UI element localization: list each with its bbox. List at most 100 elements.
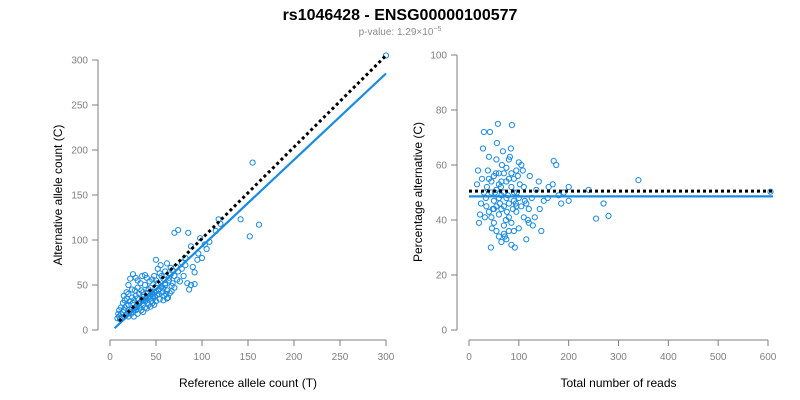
left-panel-data-point [144, 299, 151, 307]
left-panel-data-point [187, 243, 195, 250]
right-panel-data-point [505, 200, 512, 207]
left-panel-data-point [157, 262, 164, 269]
right-panel-data-point [516, 181, 523, 188]
subtitle-exponent: −5 [433, 26, 441, 33]
right-panel-data-point [513, 208, 520, 215]
right-panel-data-point [525, 205, 532, 213]
right-panel-data-point [488, 225, 495, 232]
right-panel-data-point [515, 225, 522, 232]
right-panel-data-point [477, 200, 485, 207]
right-panel-data-point [515, 159, 522, 166]
left-panel-data-point [156, 296, 163, 303]
right-panel-data-point [485, 175, 492, 182]
left-panel-data-point [123, 289, 130, 296]
left-panel-data-point [189, 263, 196, 271]
right-panel-y-tick-label: 80 [436, 106, 448, 117]
left-panel-data-point [125, 281, 132, 289]
right-panel-data-point [526, 172, 533, 180]
left-panel-data-point [191, 281, 198, 288]
right-panel-x-tick-label: 400 [660, 352, 677, 363]
chart-subtitle: p-value: 1.29×10−5 [359, 26, 442, 38]
right-panel-data-point [535, 178, 542, 185]
left-panel-data-point [149, 276, 156, 283]
left-panel-data-point [163, 260, 171, 267]
left-panel-data-point [184, 280, 191, 287]
left-panel-data-point [152, 256, 160, 263]
right-panel-data-point [479, 145, 487, 152]
left-panel-y-axis-title: Alternative allele count (C) [51, 125, 65, 266]
right-panel-data-point [503, 164, 510, 171]
left-panel-data-point [137, 280, 144, 287]
left-panel-data-point [191, 269, 198, 276]
right-panel-data-point [500, 230, 507, 237]
left-panel-x-tick-label: 150 [240, 352, 257, 363]
right-panel-data-point [593, 215, 600, 222]
right-panel-data-point [508, 219, 515, 226]
right-panel-data-point [476, 211, 484, 218]
right-panel-y-tick-label: 100 [430, 51, 447, 62]
right-panel-y-tick-label: 40 [436, 216, 448, 227]
right-panel-data-point [483, 183, 490, 191]
right-panel-data-point [484, 167, 491, 174]
right-panel-data-point [550, 157, 557, 164]
left-panel-data-point [176, 278, 183, 285]
right-panel-data-point [505, 156, 512, 163]
left-panel-data-point [151, 272, 158, 280]
left-panel-data-point [127, 275, 134, 282]
chart-title: rs1046428 - ENSG00000100577 [283, 7, 518, 24]
right-panel-data-point [495, 233, 502, 240]
right-panel-data-point [485, 208, 492, 215]
right-panel-data-point [498, 178, 505, 185]
left-panel-y-tick-label: 150 [71, 191, 88, 202]
right-panel-data-point [600, 200, 607, 207]
left-panel-data-point [140, 308, 147, 316]
left-panel-x-tick-label: 300 [378, 352, 395, 363]
left-panel-data-point [163, 295, 171, 302]
right-panel-data-point [494, 120, 501, 127]
right-panel-data-point [487, 244, 494, 251]
right-panel-data-point [481, 214, 488, 221]
left-panel-data-point [152, 298, 160, 305]
left-scatter-panel: 0 50 100 150 200 250 300 0 50 100 150 200 250 300 Refe… [51, 52, 395, 390]
right-panel-data-point [499, 148, 506, 155]
left-panel-data-point [121, 297, 128, 304]
left-panel-data-point [246, 233, 253, 240]
right-panel-data-point [490, 197, 497, 204]
subtitle-prefix: p-value: 1.29×10 [359, 27, 434, 38]
left-panel-data-point [140, 289, 147, 296]
right-panel-data-point [523, 236, 530, 243]
right-panel-data-point [490, 219, 497, 226]
right-panel-y-tick-label: 0 [441, 326, 447, 337]
right-panel-data-point [635, 177, 642, 184]
left-panel-data-point [129, 286, 136, 293]
right-panel-data-point [525, 219, 532, 226]
right-panel-data-point [508, 170, 515, 177]
left-panel-data-point [168, 282, 175, 289]
right-panel-data-point [508, 241, 515, 248]
right-panel-data-point [513, 167, 520, 174]
left-panel-data-point [171, 229, 178, 236]
right-panel-data-point [485, 153, 492, 160]
left-panel-reference-line [118, 54, 388, 323]
right-panel-data-point [510, 227, 518, 235]
left-panel-x-tick-label: 100 [194, 352, 211, 363]
left-panel-data-point [116, 307, 123, 314]
right-panel-data-point [605, 212, 612, 219]
left-panel-fit-line [113, 72, 387, 330]
left-panel-data-point [158, 272, 165, 280]
left-panel-x-axis-title: Reference allele count (T) [179, 376, 317, 390]
right-panel-data-point [565, 183, 572, 191]
right-panel-data-point [505, 214, 512, 221]
left-panel-data-point [197, 235, 204, 242]
left-panel-data-point [255, 221, 263, 228]
right-panel-data-point [518, 203, 525, 210]
right-panel-data-point [498, 205, 505, 213]
left-panel-data-point [123, 295, 130, 302]
right-panel-data-point [767, 188, 774, 195]
right-panel-data-point [490, 172, 497, 180]
right-panel-data-point [483, 203, 490, 210]
right-panel-data-point [545, 183, 552, 191]
right-panel-data-point [495, 211, 502, 218]
right-panel-data-point [523, 200, 530, 207]
